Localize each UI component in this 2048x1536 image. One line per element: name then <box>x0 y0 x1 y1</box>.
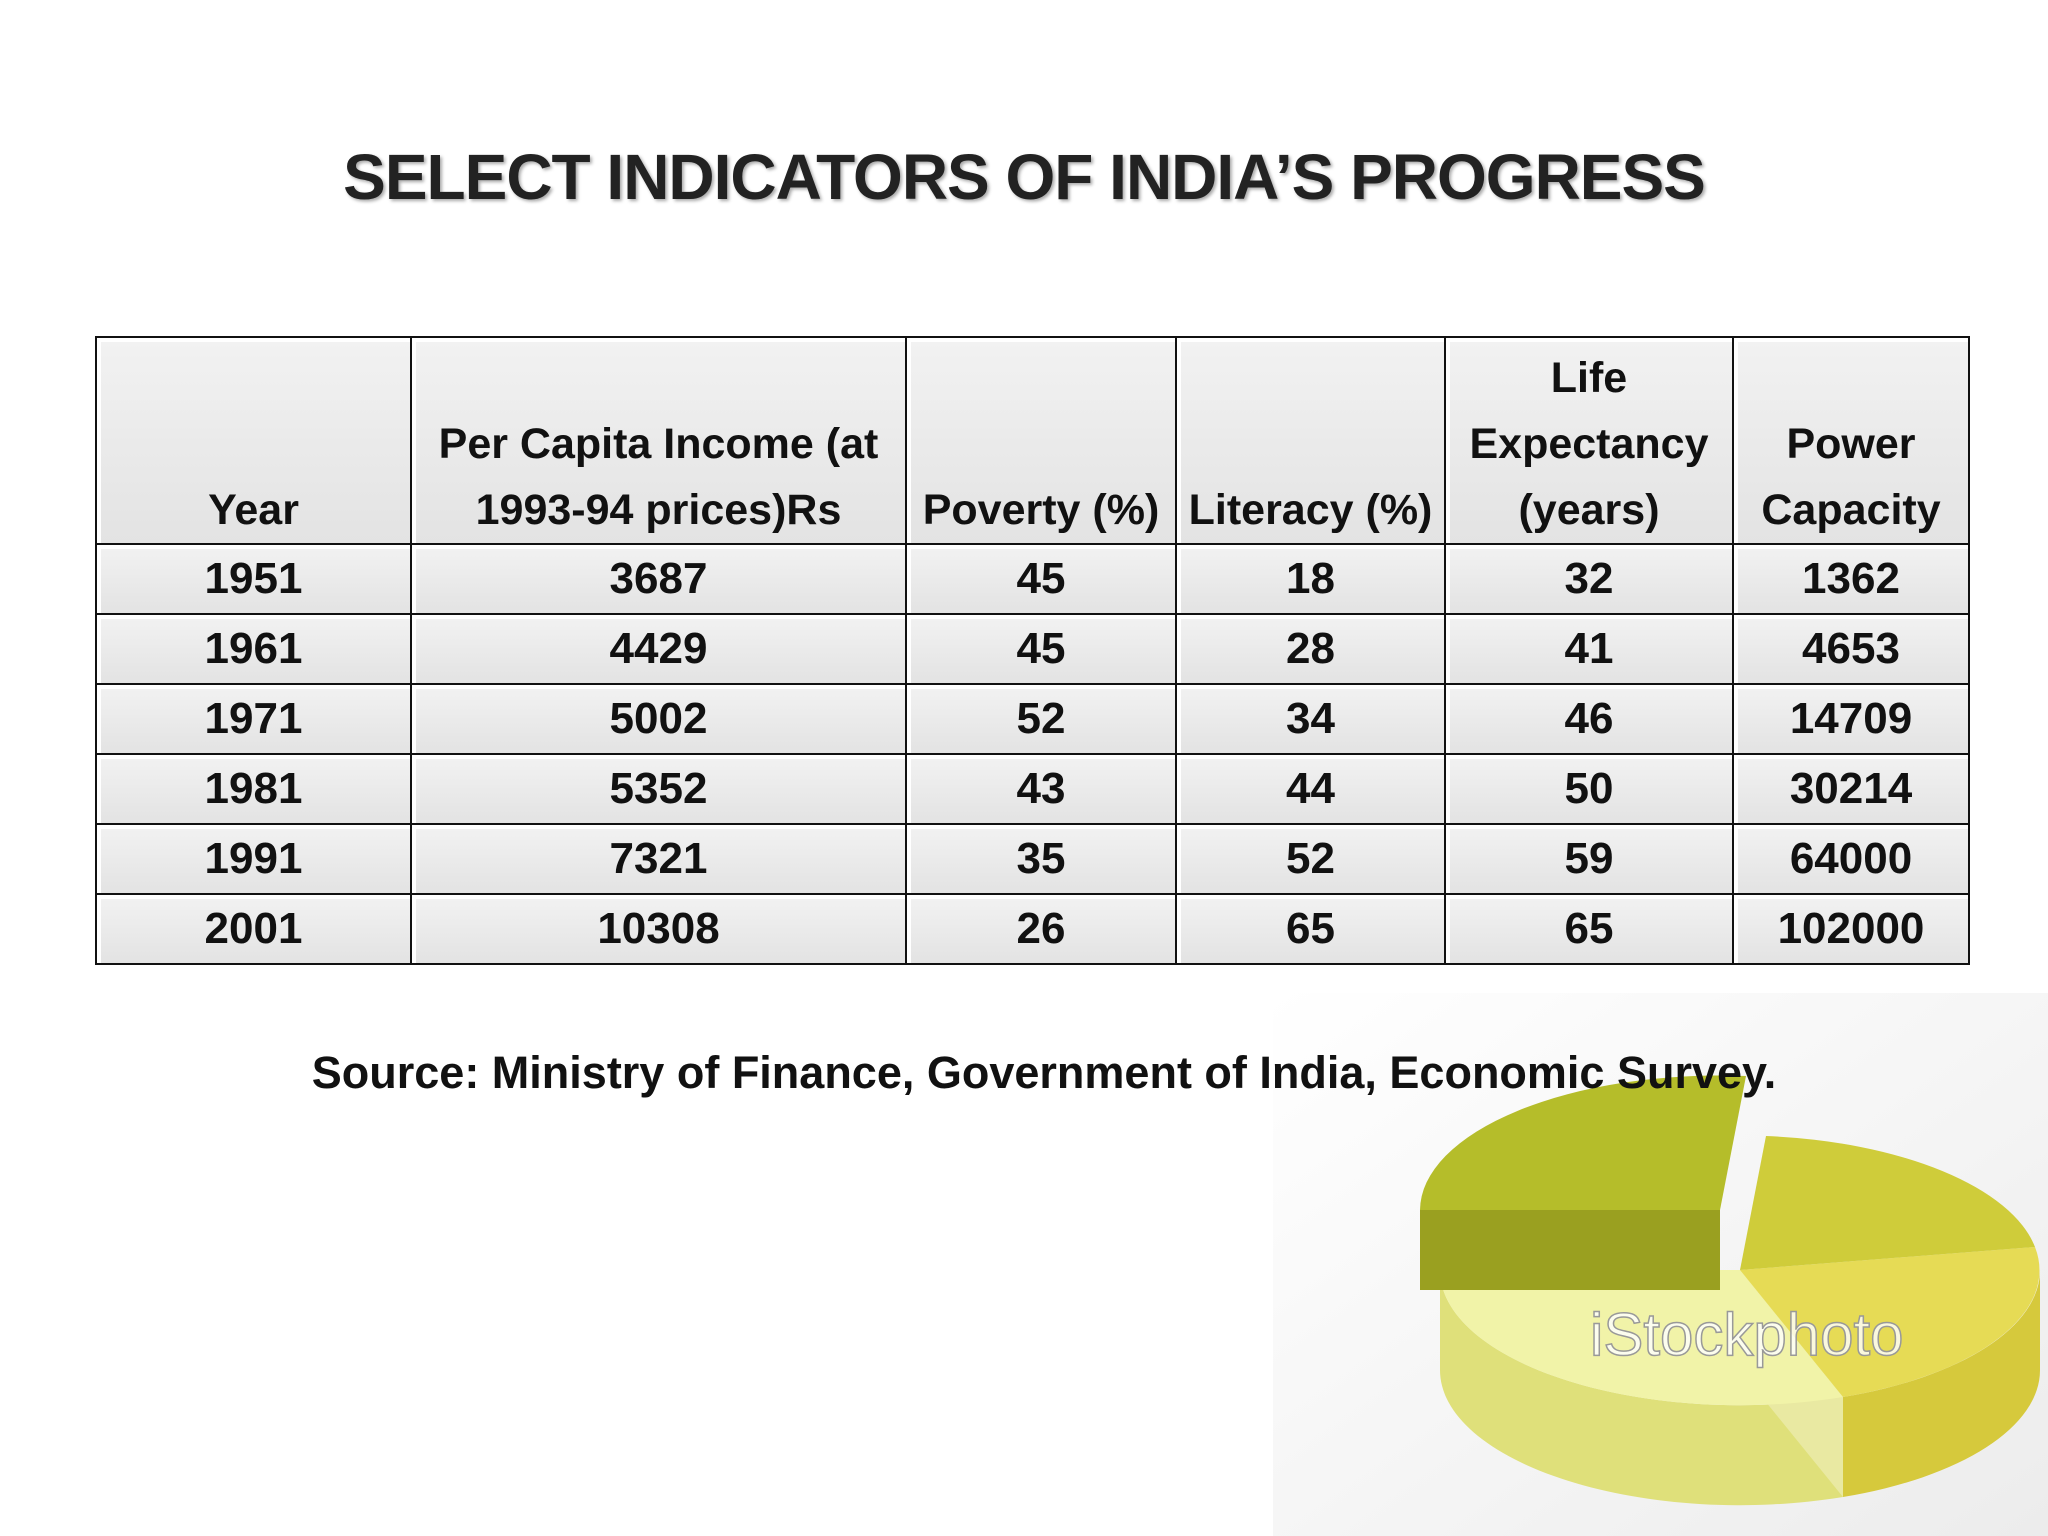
table-cell: 1971 <box>95 683 412 755</box>
table-cell: 7321 <box>410 823 907 895</box>
table-cell: 4653 <box>1732 613 1970 685</box>
table-cell: 41 <box>1444 613 1734 685</box>
table-cell: 35 <box>905 823 1177 895</box>
header-cell: Literacy (%) <box>1175 336 1446 545</box>
table-row: 1971 5002 52 34 46 14709 <box>95 683 1970 755</box>
header-cell: Life Expectancy (years) <box>1444 336 1734 545</box>
table-row: 2001 10308 26 65 65 102000 <box>95 893 1970 965</box>
table-cell: 43 <box>905 753 1177 825</box>
header-cell: Poverty (%) <box>905 336 1177 545</box>
table-cell: 64000 <box>1732 823 1970 895</box>
source-note: Source: Ministry of Finance, Government … <box>311 1047 1777 1098</box>
table-cell: 10308 <box>410 893 907 965</box>
table-row: 1981 5352 43 44 50 30214 <box>95 753 1970 825</box>
table-cell: 5002 <box>410 683 907 755</box>
table-cell: 14709 <box>1732 683 1970 755</box>
watermark: iStockphoto <box>1590 1301 1904 1368</box>
table-cell: 45 <box>905 613 1177 685</box>
table-row: 1961 4429 45 28 41 4653 <box>95 613 1970 685</box>
indicator-table: Year Per Capita Income (at 1993-94 prices… <box>95 336 1970 965</box>
table-cell: 65 <box>1444 893 1734 965</box>
table-cell: 26 <box>905 893 1177 965</box>
header-cell: Year <box>95 336 412 545</box>
table-cell: 1981 <box>95 753 412 825</box>
table-cell: 4429 <box>410 613 907 685</box>
table-cell: 1991 <box>95 823 412 895</box>
table-cell: 52 <box>905 683 1177 755</box>
table-cell: 52 <box>1175 823 1446 895</box>
table-cell: 1951 <box>95 543 412 615</box>
table-cell: 65 <box>1175 893 1446 965</box>
table-row: 1991 7321 35 52 59 64000 <box>95 823 1970 895</box>
header-cell: Power Capacity <box>1732 336 1970 545</box>
table-cell: 102000 <box>1732 893 1970 965</box>
table-cell: 2001 <box>95 893 412 965</box>
table-cell: 30214 <box>1732 753 1970 825</box>
table-cell: 18 <box>1175 543 1446 615</box>
table-cell: 5352 <box>410 753 907 825</box>
header-cell: Per Capita Income (at 1993-94 prices)Rs <box>410 336 907 545</box>
slide-title: SELECT INDICATORS OF INDIA’S PROGRESS <box>343 141 1706 213</box>
pie-image: iStockphoto <box>1273 993 2048 1536</box>
table-cell: 44 <box>1175 753 1446 825</box>
table-cell: 3687 <box>410 543 907 615</box>
table-cell: 50 <box>1444 753 1734 825</box>
table-cell: 32 <box>1444 543 1734 615</box>
table-cell: 46 <box>1444 683 1734 755</box>
header-row: Year Per Capita Income (at 1993-94 prices… <box>95 336 1970 545</box>
table-body: 1951 3687 45 18 32 1362 1961 4429 45 28 41 4653 1971… <box>95 543 1970 965</box>
table-cell: 1362 <box>1732 543 1970 615</box>
table-cell: 28 <box>1175 613 1446 685</box>
table-cell: 1961 <box>95 613 412 685</box>
table-cell: 34 <box>1175 683 1446 755</box>
table-row: 1951 3687 45 18 32 1362 <box>95 543 1970 615</box>
table-cell: 45 <box>905 543 1177 615</box>
table-cell: 59 <box>1444 823 1734 895</box>
